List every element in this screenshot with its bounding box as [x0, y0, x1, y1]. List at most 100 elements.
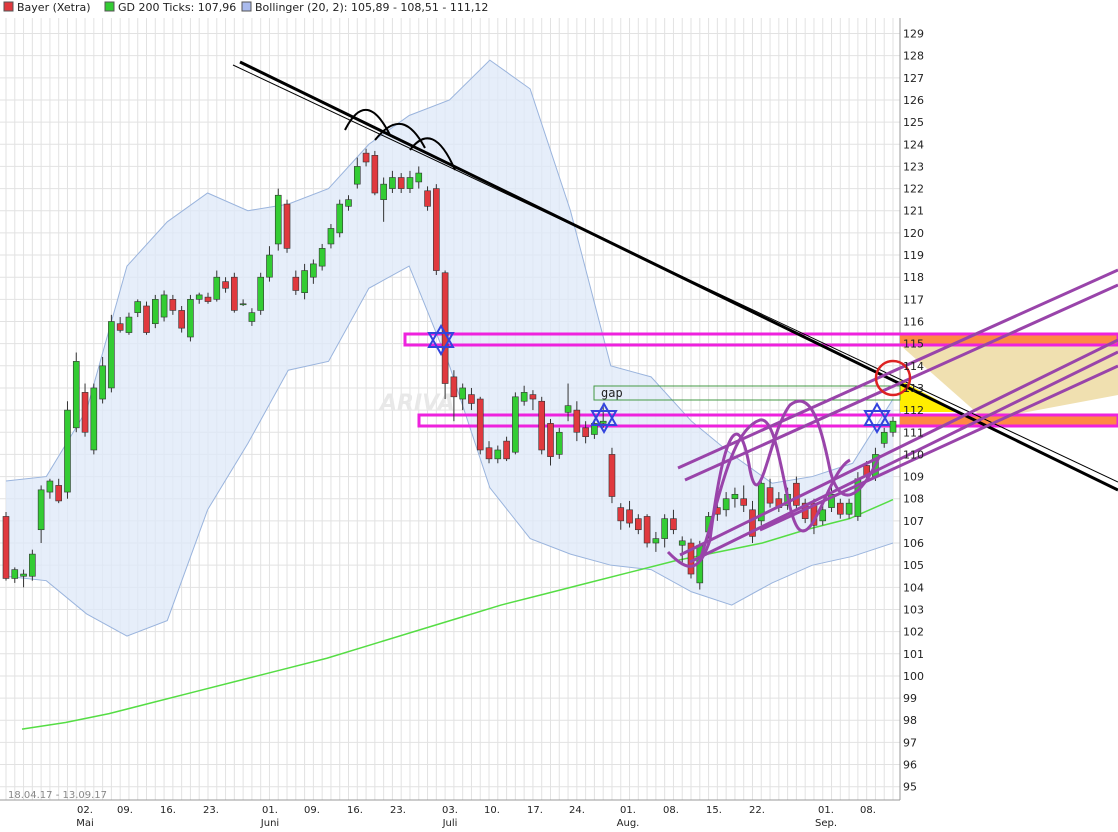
grid: [0, 18, 901, 801]
candle-body: [459, 387, 466, 400]
y-tick-label: 95: [903, 781, 917, 794]
candle-body: [257, 276, 264, 311]
x-tick-label: 08.: [663, 805, 679, 816]
x-tick-label: 08.: [860, 805, 876, 816]
candle-body: [283, 203, 291, 249]
x-tick-label: 16.: [160, 805, 176, 816]
y-tick-label: 97: [903, 736, 917, 749]
y-tick-label: 127: [903, 72, 924, 85]
candle-body: [20, 573, 27, 577]
candle-body: [520, 392, 528, 402]
candle-body: [731, 493, 739, 500]
date-range: 18.04.17 - 13.09.17: [8, 790, 107, 801]
candle-body: [222, 281, 229, 289]
y-tick-label: 107: [903, 515, 924, 528]
y-tick-label: 128: [903, 50, 924, 63]
candle-body: [406, 177, 414, 189]
candle-body: [187, 299, 194, 338]
x-tick-label: 17.: [527, 805, 543, 816]
candle-body: [195, 294, 203, 300]
legend-swatch: [104, 1, 115, 12]
candle-body: [213, 276, 221, 300]
candle-body: [450, 376, 458, 398]
candle-body: [266, 254, 273, 278]
candle-body: [626, 509, 633, 524]
candles: [2, 148, 897, 590]
y-tick-label: 117: [903, 293, 924, 306]
candle-body: [757, 482, 765, 522]
y-tick-label: 116: [903, 315, 924, 328]
month-label: Juni: [260, 818, 279, 829]
y-tick-label: 119: [903, 249, 924, 262]
y-tick-label: 109: [903, 471, 924, 484]
candle-body: [29, 553, 36, 577]
y-tick-label: 118: [903, 271, 924, 284]
candle-body: [151, 299, 159, 325]
candle-body: [169, 299, 177, 311]
y-tick-label: 102: [903, 626, 924, 639]
candle-body: [415, 172, 423, 183]
x-tick-label: 15.: [706, 805, 722, 816]
legend-label: Bayer (Xetra): [17, 1, 91, 14]
x-tick-label: 02.: [77, 805, 93, 816]
candle-body: [248, 312, 256, 322]
candle-body: [108, 321, 115, 389]
candle-body: [389, 177, 396, 189]
marker-circle: [874, 359, 912, 397]
y-tick-label: 123: [903, 160, 924, 173]
candle-body: [766, 487, 774, 504]
candle-body: [547, 423, 554, 457]
y-tick-label: 126: [903, 94, 924, 107]
candle-body: [485, 447, 493, 460]
band-lower: [5, 265, 894, 637]
channel: [666, 268, 1118, 568]
y-tick-label: 112: [903, 404, 924, 417]
candle-body: [90, 387, 98, 451]
candle-body: [599, 420, 607, 424]
y-tick-label: 99: [903, 692, 917, 705]
x-tick-label: 22.: [749, 805, 765, 816]
candle-body: [538, 400, 546, 451]
x-tick-label: 01.: [818, 805, 834, 816]
bollinger: [5, 59, 894, 730]
candle-body: [353, 166, 361, 185]
candle-body: [292, 276, 300, 291]
x-tick-label: 10.: [484, 805, 500, 816]
candle-body: [889, 420, 897, 433]
stars: [427, 323, 891, 435]
candle-body: [160, 294, 168, 318]
y-tick-label: 98: [903, 714, 917, 727]
candle-body: [81, 392, 89, 433]
candle-body: [819, 509, 827, 522]
candle-body: [476, 398, 484, 451]
candle-body: [424, 190, 431, 207]
y-tick-label: 96: [903, 759, 917, 772]
candle-body: [828, 493, 835, 508]
candle-body: [231, 276, 238, 311]
candle-body: [301, 270, 308, 293]
candle-body: [55, 485, 62, 502]
candle-body: [494, 449, 502, 460]
arcs: [344, 109, 456, 171]
y-tick-label: 121: [903, 205, 924, 218]
candle-body: [380, 183, 387, 200]
y-tick-label: 106: [903, 537, 924, 550]
candle-body: [635, 518, 642, 531]
legend-label: Bollinger (20, 2): 105,89 - 108,51 - 111…: [255, 1, 488, 14]
band-area: [6, 60, 893, 637]
candle-body: [661, 518, 668, 539]
y-tick-label: 120: [903, 227, 924, 240]
y-tick-label: 108: [903, 493, 924, 506]
candle-body: [125, 316, 133, 333]
candle-body: [529, 394, 537, 400]
candle-body: [318, 248, 326, 267]
x-tick-label: 24.: [569, 805, 585, 816]
candle-body: [555, 431, 563, 455]
month-label: Mai: [76, 818, 94, 829]
candle-body: [72, 361, 80, 429]
axis: 95 96 97 98 99 100 101 102 103 104 105 106 107 108 109…: [76, 28, 924, 829]
legend-label: GD 200 Ticks: 107,96: [118, 1, 236, 14]
candle-body: [793, 482, 800, 506]
candle-body: [99, 365, 106, 400]
